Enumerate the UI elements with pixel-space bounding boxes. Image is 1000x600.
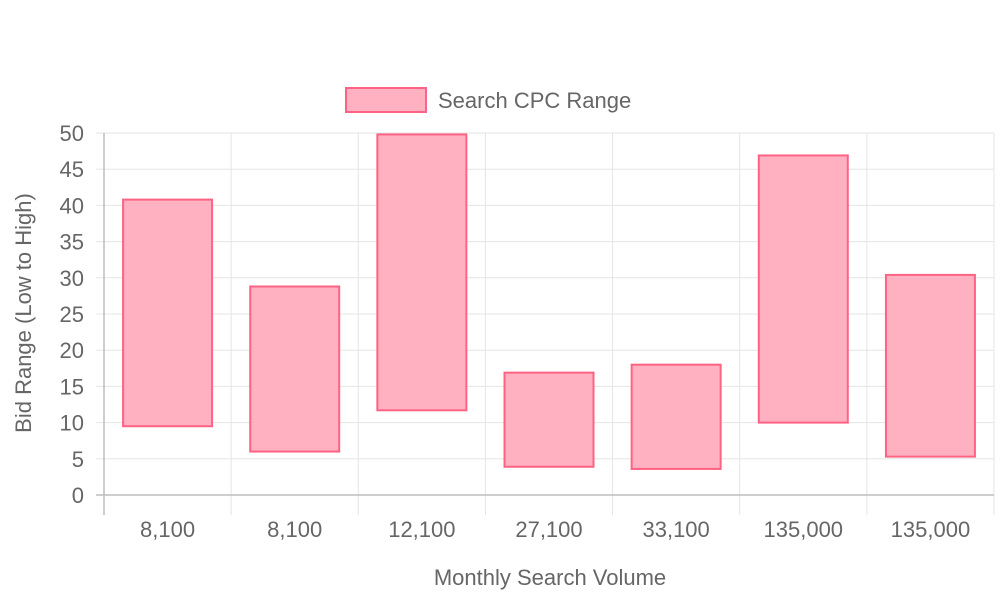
- y-tick-labels: 0 5 10 15 20 25 30 35 40 45 50: [60, 121, 84, 508]
- x-tick-label: 27,100: [515, 517, 582, 542]
- x-tick-label: 135,000: [764, 517, 844, 542]
- x-tick-label: 12,100: [388, 517, 455, 542]
- y-tick-label: 25: [60, 302, 84, 327]
- bar-range[interactable]: [884, 273, 976, 458]
- x-tick-label: 8,100: [267, 517, 322, 542]
- x-tick-label: 33,100: [642, 517, 709, 542]
- bars: [122, 133, 976, 470]
- y-tick-label: 45: [60, 157, 84, 182]
- y-tick-label: 0: [72, 483, 84, 508]
- y-tick-label: 20: [60, 338, 84, 363]
- y-tick-label: 10: [60, 411, 84, 436]
- bar-range[interactable]: [630, 363, 722, 470]
- y-tick-label: 50: [60, 121, 84, 146]
- bar-range[interactable]: [249, 285, 341, 453]
- x-tick-label: 8,100: [140, 517, 195, 542]
- axes: [96, 132, 994, 515]
- legend-label[interactable]: Search CPC Range: [438, 88, 631, 113]
- x-tick-label: 135,000: [891, 517, 971, 542]
- legend[interactable]: Search CPC Range: [345, 87, 631, 113]
- y-tick-label: 5: [72, 447, 84, 472]
- bar-range[interactable]: [503, 371, 595, 468]
- legend-swatch[interactable]: [345, 87, 427, 113]
- y-tick-label: 40: [60, 193, 84, 218]
- bar-range[interactable]: [757, 154, 849, 424]
- y-tick-label: 30: [60, 266, 84, 291]
- y-tick-label: 15: [60, 374, 84, 399]
- x-axis-title: Monthly Search Volume: [434, 565, 666, 590]
- y-axis-title: Bid Range (Low to High): [11, 193, 36, 433]
- x-tick-labels: 8,100 8,100 12,100 27,100 33,100 135,000 135,0…: [140, 517, 970, 542]
- bar-range[interactable]: [122, 198, 214, 428]
- bar-range[interactable]: [376, 133, 468, 412]
- y-tick-label: 35: [60, 230, 84, 255]
